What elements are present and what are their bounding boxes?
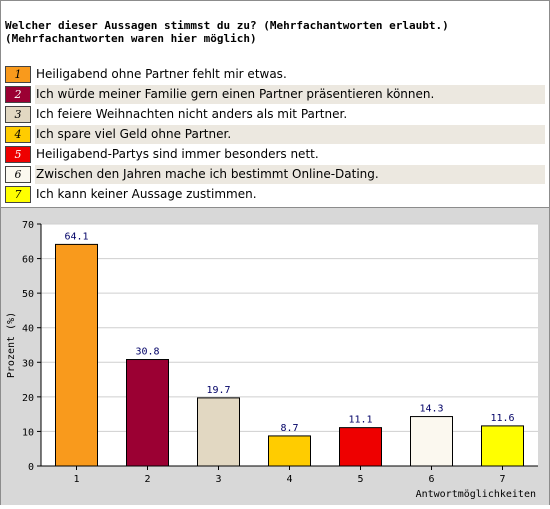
y-tick-label: 0 — [28, 462, 34, 473]
chart-area: 0 10 20 30 40 50 60 70 64.1 1 30.8 2 19.7 3 8.7 4 11.1 5 1… — [1, 207, 549, 505]
y-tick-label: 50 — [22, 289, 34, 300]
x-tick-label: 1 — [73, 474, 79, 485]
legend-item: 5 Heiligabend-Partys sind immer besonders… — [5, 145, 545, 164]
question-note: (Mehrfachantworten waren hier möglich) — [5, 32, 257, 45]
bar-value-label: 11.1 — [348, 415, 372, 426]
legend-label: Ich spare viel Geld ohne Partner. — [35, 125, 545, 144]
question-header: Welcher dieser Aussagen stimmst du zu? (… — [5, 19, 545, 45]
bar — [410, 416, 453, 467]
legend-item: 2 Ich würde meiner Familie gern einen Par… — [5, 85, 545, 104]
legend-label: Heiligabend ohne Partner fehlt mir etwas… — [36, 67, 287, 81]
bar-value-label: 8.7 — [280, 423, 298, 434]
x-tick-label: 3 — [215, 474, 221, 485]
bar — [481, 425, 524, 467]
legend-item: 3 Ich feiere Weihnachten nicht anders als… — [5, 105, 545, 124]
legend-item: 4 Ich spare viel Geld ohne Partner. — [5, 125, 545, 144]
x-axis-title: Antwortmöglichkeiten — [416, 489, 536, 500]
bar-value-label: 14.3 — [419, 404, 443, 415]
legend-label: Zwischen den Jahren mache ich bestimmt O… — [35, 165, 545, 184]
question-title: Welcher dieser Aussagen stimmst du zu? (… — [5, 19, 449, 32]
legend-label: Heiligabend-Partys sind immer besonders … — [36, 147, 319, 161]
plot-background — [41, 224, 538, 466]
legend-swatch: 1 — [5, 66, 31, 83]
legend-label: Ich feiere Weihnachten nicht anders als … — [36, 107, 348, 121]
bar-value-label: 19.7 — [206, 385, 230, 396]
bar — [55, 243, 98, 467]
bar — [268, 435, 311, 467]
y-tick-label: 60 — [22, 255, 34, 266]
x-tick-label: 4 — [286, 474, 292, 485]
y-tick-label: 30 — [22, 358, 34, 369]
legend-label: Ich kann keiner Aussage zustimmen. — [36, 187, 257, 201]
legend-item: 7 Ich kann keiner Aussage zustimmen. — [5, 185, 545, 204]
legend-swatch: 5 — [5, 146, 31, 163]
legend-item: 1 Heiligabend ohne Partner fehlt mir etwa… — [5, 65, 545, 84]
bar — [339, 427, 382, 467]
bar-value-label: 30.8 — [135, 347, 159, 358]
legend-swatch: 7 — [5, 186, 31, 203]
y-axis-title: Prozent (%) — [6, 312, 17, 378]
x-tick-label: 7 — [499, 474, 505, 485]
bar-value-label: 11.6 — [490, 413, 514, 424]
y-tick-label: 70 — [22, 220, 34, 231]
legend-swatch: 2 — [5, 86, 31, 103]
legend-swatch: 4 — [5, 126, 31, 143]
x-tick-label: 2 — [144, 474, 150, 485]
legend-swatch: 6 — [5, 166, 31, 183]
bar — [126, 359, 169, 467]
y-tick-label: 40 — [22, 324, 34, 335]
legend-swatch: 3 — [5, 106, 31, 123]
bar-value-label: 64.1 — [64, 231, 88, 242]
answer-legend: 1 Heiligabend ohne Partner fehlt mir etwa… — [5, 65, 545, 205]
y-tick-label: 20 — [22, 393, 34, 404]
x-tick-label: 5 — [357, 474, 363, 485]
x-tick-label: 6 — [428, 474, 434, 485]
bar-chart: 0 10 20 30 40 50 60 70 64.1 1 30.8 2 19.7 3 8.7 4 11.1 5 1… — [6, 220, 538, 500]
bar — [197, 397, 240, 467]
y-tick-label: 10 — [22, 427, 34, 438]
legend-label: Ich würde meiner Familie gern einen Part… — [35, 85, 545, 104]
legend-item: 6 Zwischen den Jahren mache ich bestimmt … — [5, 165, 545, 184]
